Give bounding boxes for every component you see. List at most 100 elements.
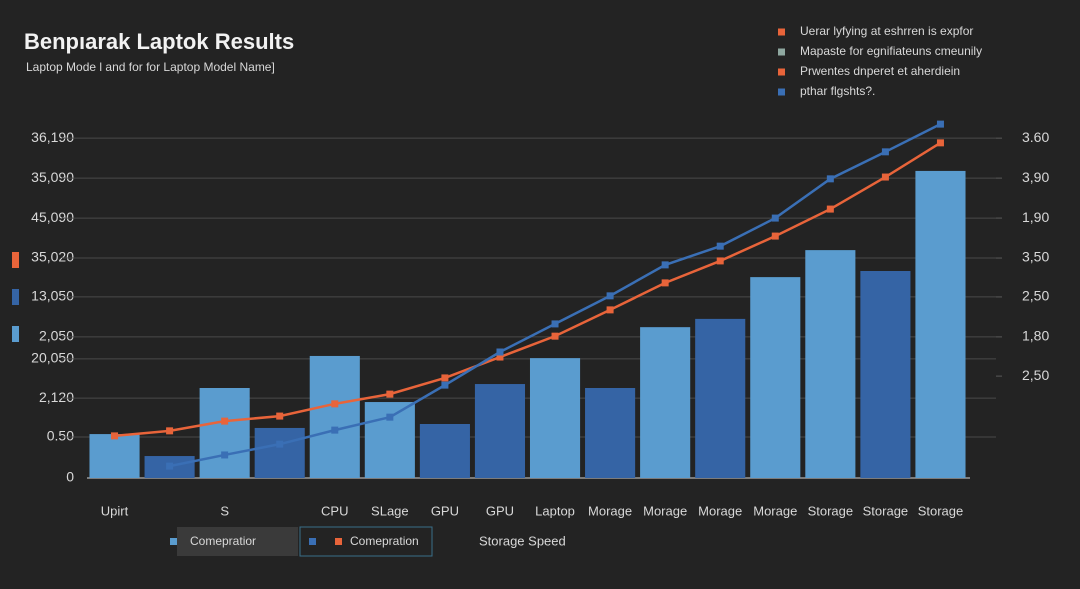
annotation-swatch bbox=[778, 48, 785, 56]
line-marker bbox=[826, 205, 834, 213]
x-tick-label: Laptop bbox=[535, 503, 575, 518]
bar bbox=[199, 388, 250, 478]
y2-tick-label: 2,50 bbox=[1022, 288, 1049, 304]
bar bbox=[89, 434, 140, 478]
annotation: Uerar lyfying at eshrren is expfor bbox=[800, 24, 973, 38]
side-marker bbox=[12, 252, 19, 268]
line-marker bbox=[331, 400, 339, 408]
line-marker bbox=[826, 175, 834, 183]
line-marker bbox=[221, 451, 229, 459]
y2-tick-label: 3,90 bbox=[1022, 169, 1049, 185]
y2-tick-label: 2,50 bbox=[1022, 367, 1049, 383]
legend-box bbox=[177, 527, 298, 556]
x-tick-label: S bbox=[220, 503, 229, 518]
annotation: Prwentes dnperet et aherdiein bbox=[800, 64, 960, 78]
x-tick-label: Morage bbox=[753, 503, 797, 518]
line-marker bbox=[496, 348, 504, 356]
line-marker bbox=[276, 412, 284, 420]
annotation: pthar flgshts?. bbox=[800, 84, 875, 98]
line bbox=[114, 141, 942, 438]
chart-title: Benpıarak Laptok Results bbox=[24, 29, 294, 54]
y-tick-label: 45,090 bbox=[31, 209, 74, 225]
y-tick-label: 2,120 bbox=[39, 389, 74, 405]
line-marker bbox=[276, 440, 284, 448]
y-tick-label: 0.50 bbox=[47, 428, 74, 444]
annotation: Mapaste for egnifiateuns cmeunily bbox=[800, 44, 982, 58]
line-marker bbox=[166, 462, 174, 470]
annotation-swatch bbox=[778, 28, 785, 36]
x-tick-label: Morage bbox=[643, 503, 687, 518]
bar bbox=[585, 388, 636, 478]
y2-tick-label: 1,80 bbox=[1022, 328, 1049, 344]
x-tick-label: CPU bbox=[321, 503, 348, 518]
bar bbox=[640, 327, 691, 478]
x-tick-label: Upirt bbox=[101, 503, 129, 518]
y2-tick-label: 1,90 bbox=[1022, 209, 1049, 225]
line-marker bbox=[441, 374, 449, 382]
x-tick-label: SLage bbox=[371, 503, 409, 518]
bar bbox=[860, 271, 911, 478]
line-marker bbox=[606, 306, 614, 314]
line-marker bbox=[496, 353, 504, 361]
x-tick-label: GPU bbox=[431, 503, 459, 518]
x-tick-label: GPU bbox=[486, 503, 514, 518]
bar bbox=[915, 170, 966, 479]
bar bbox=[529, 358, 581, 478]
y-tick-label: 35,020 bbox=[31, 249, 74, 265]
legend-swatch bbox=[170, 538, 177, 545]
y-tick-label: 20,050 bbox=[31, 350, 74, 366]
line-marker bbox=[111, 432, 119, 440]
y-tick-label: 0 bbox=[66, 469, 74, 485]
side-marker bbox=[12, 289, 19, 305]
line-marker bbox=[606, 292, 614, 300]
legend-swatch bbox=[335, 538, 342, 545]
line-marker bbox=[936, 120, 944, 128]
annotation-swatch bbox=[778, 88, 785, 96]
line-marker bbox=[716, 257, 724, 265]
y2-tick-label: 3.60 bbox=[1022, 129, 1049, 145]
bar bbox=[695, 318, 746, 478]
side-marker bbox=[12, 326, 19, 342]
line-marker bbox=[386, 413, 394, 421]
bar bbox=[309, 355, 360, 478]
bar bbox=[474, 384, 526, 478]
line-marker bbox=[331, 426, 339, 434]
legend-label: Comepration bbox=[350, 534, 419, 548]
line-marker bbox=[881, 148, 889, 156]
legend-box bbox=[299, 526, 433, 557]
line-marker bbox=[661, 279, 669, 287]
bar bbox=[750, 277, 801, 478]
legend-swatch bbox=[309, 538, 316, 545]
line-marker bbox=[386, 390, 394, 398]
line-marker bbox=[166, 427, 174, 435]
line-marker bbox=[771, 214, 779, 222]
line-marker bbox=[661, 261, 669, 269]
annotation-swatch bbox=[778, 68, 785, 76]
line-marker bbox=[221, 417, 229, 425]
bar bbox=[254, 427, 305, 478]
legend-label: Storage Speed bbox=[479, 533, 566, 548]
line-marker bbox=[771, 232, 779, 240]
line-marker bbox=[551, 332, 559, 340]
line-marker bbox=[551, 320, 559, 328]
legend-label: Comepratior bbox=[190, 534, 256, 548]
line-marker bbox=[716, 242, 724, 250]
x-tick-label: Storage bbox=[808, 503, 854, 518]
bar bbox=[364, 402, 415, 478]
line-marker bbox=[441, 381, 449, 389]
y-tick-label: 13,050 bbox=[31, 288, 74, 304]
line-marker bbox=[936, 139, 944, 147]
y2-tick-label: 3,50 bbox=[1022, 249, 1049, 265]
y-tick-label: 36,190 bbox=[31, 129, 74, 145]
x-tick-label: Storage bbox=[918, 503, 964, 518]
chart-subtitle: Laptop Mode l and for for Laptop Model N… bbox=[26, 60, 275, 74]
bar bbox=[805, 250, 856, 478]
y-tick-label: 2,050 bbox=[39, 328, 74, 344]
x-tick-label: Storage bbox=[863, 503, 909, 518]
line-marker bbox=[881, 173, 889, 181]
bar bbox=[419, 424, 470, 478]
y-tick-label: 35,090 bbox=[31, 169, 74, 185]
x-tick-label: Morage bbox=[588, 503, 632, 518]
